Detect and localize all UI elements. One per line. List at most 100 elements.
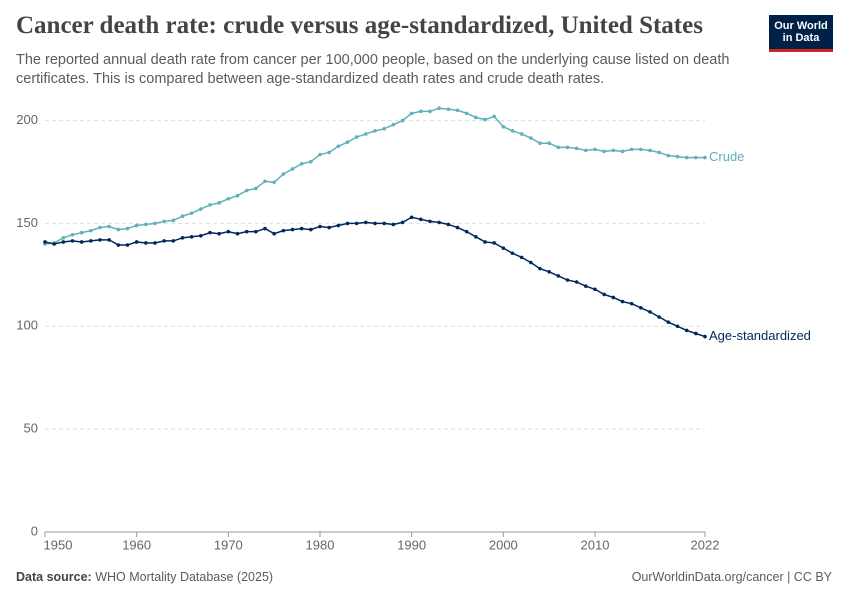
x-tick-label: 1990 — [397, 537, 426, 552]
data-point — [134, 240, 139, 244]
data-point — [629, 147, 634, 152]
data-point — [648, 310, 652, 314]
data-point — [272, 231, 276, 236]
x-tick-label: 2022 — [691, 537, 720, 552]
source-label: Data source: — [16, 570, 92, 584]
data-point — [437, 220, 441, 225]
data-point — [382, 221, 386, 226]
y-tick-label: 0 — [31, 523, 38, 538]
data-point — [611, 148, 616, 153]
data-point — [538, 141, 542, 145]
data-point — [519, 132, 524, 136]
data-point — [501, 124, 506, 129]
data-point — [657, 150, 661, 155]
data-point — [244, 229, 249, 234]
y-tick-label: 50 — [24, 421, 38, 436]
data-point — [364, 132, 368, 136]
data-point — [629, 301, 634, 306]
data-point — [675, 324, 680, 329]
data-point — [281, 172, 286, 176]
data-point — [79, 230, 84, 235]
data-point — [318, 152, 322, 157]
data-point — [391, 222, 396, 227]
logo[interactable]: Our World in Data — [769, 15, 833, 52]
data-point — [345, 221, 350, 226]
data-point — [657, 315, 661, 319]
data-point — [538, 266, 542, 271]
data-point — [510, 251, 515, 256]
data-point — [79, 240, 84, 244]
data-point — [116, 243, 121, 247]
data-point — [336, 223, 341, 228]
data-point — [556, 145, 561, 150]
data-point — [428, 219, 432, 224]
data-point — [694, 155, 698, 160]
data-point — [162, 219, 166, 224]
data-point — [171, 239, 176, 243]
data-point — [254, 229, 258, 234]
data-point — [574, 280, 579, 284]
data-point — [189, 235, 194, 239]
data-point — [620, 149, 625, 154]
series-line — [44, 216, 706, 338]
data-point — [180, 214, 185, 219]
data-point — [153, 241, 157, 245]
data-point — [584, 148, 588, 153]
data-point — [529, 136, 533, 140]
source-text[interactable]: WHO Mortality Database (2025) — [95, 570, 274, 584]
data-point — [446, 222, 451, 227]
data-point — [666, 153, 671, 158]
data-point — [61, 240, 66, 244]
data-point — [574, 146, 579, 151]
data-point — [474, 235, 478, 239]
data-point — [345, 140, 350, 144]
data-point — [611, 295, 616, 300]
x-tick-label: 2010 — [581, 537, 610, 552]
y-tick-label: 100 — [16, 318, 38, 333]
data-point — [144, 241, 148, 245]
data-point — [437, 106, 441, 111]
chart-title: Cancer death rate: crude versus age-stan… — [16, 12, 703, 39]
credit[interactable]: OurWorldinData.org/cancer | CC BY — [631, 570, 832, 584]
data-point — [666, 320, 671, 324]
data-point — [703, 155, 707, 160]
data-point — [354, 221, 359, 226]
data-point — [70, 239, 75, 243]
y-tick-label: 150 — [16, 215, 38, 230]
data-point — [455, 108, 460, 113]
data-point — [419, 217, 423, 222]
data-point — [703, 334, 707, 339]
x-tick-label: 1950 — [44, 537, 73, 552]
data-point — [309, 227, 313, 232]
data-point — [474, 115, 478, 120]
data-point — [116, 227, 121, 232]
data-point — [373, 221, 377, 226]
data-point — [171, 218, 176, 223]
data-point — [208, 203, 212, 207]
data-point — [107, 238, 111, 242]
data-point — [400, 118, 405, 123]
data-point — [501, 246, 506, 250]
data-point — [694, 331, 698, 336]
data-point — [593, 287, 597, 292]
data-point — [89, 228, 93, 233]
data-point — [373, 129, 377, 133]
data-point — [327, 225, 331, 230]
data-point — [153, 221, 157, 226]
data-point — [263, 179, 267, 184]
y-tick-label: 200 — [16, 112, 38, 127]
data-point — [400, 220, 405, 225]
x-tick-label: 1980 — [306, 537, 335, 552]
source: Data source: WHO Mortality Database (202… — [16, 570, 273, 584]
data-point — [492, 241, 496, 245]
data-point — [107, 224, 111, 229]
data-point — [226, 229, 231, 234]
data-point — [364, 220, 368, 225]
data-point — [208, 230, 212, 235]
data-point — [263, 226, 267, 231]
data-point — [446, 107, 451, 112]
data-point — [483, 240, 487, 244]
data-point — [639, 147, 643, 152]
data-point — [565, 278, 570, 282]
